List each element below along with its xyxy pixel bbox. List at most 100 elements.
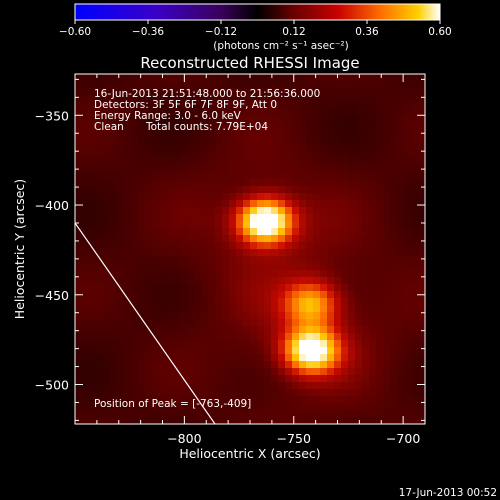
heatmap-cell [369,277,377,285]
heatmap-cell [327,403,335,411]
heatmap-cell [250,347,258,355]
heatmap-cell [173,319,181,327]
heatmap-cell [278,249,286,257]
heatmap-cell [75,151,83,159]
heatmap-cell [257,382,265,390]
heatmap-cell [201,277,209,285]
heatmap-cell [131,256,139,264]
heatmap-cell [292,333,300,341]
heatmap-cell [215,109,223,117]
heatmap-cell [124,235,132,243]
heatmap-cell [383,284,391,292]
heatmap-cell [215,214,223,222]
heatmap-cell [110,81,118,89]
heatmap-cell [334,403,342,411]
heatmap-cell [236,193,244,201]
heatmap-cell [152,235,160,243]
heatmap-cell [82,186,90,194]
heatmap-cell [236,291,244,299]
heatmap-cell [404,417,412,424]
heatmap-cell [320,270,328,278]
heatmap-cell [257,333,265,341]
heatmap-cell [138,144,146,152]
heatmap-cell [145,291,153,299]
heatmap-cell [89,249,97,257]
heatmap-cell [180,410,188,418]
heatmap-cell [397,242,405,250]
heatmap-cell [110,375,118,383]
heatmap-cell [110,396,118,404]
heatmap-cell [362,319,370,327]
heatmap-cell [341,361,349,369]
heatmap-cell [110,270,118,278]
heatmap-cell [180,277,188,285]
heatmap-cell [418,340,425,348]
heatmap-cell [243,319,251,327]
heatmap-cell [257,228,265,236]
heatmap-cell [257,193,265,201]
heatmap-cell [222,130,230,138]
heatmap-cell [383,207,391,215]
heatmap-cell [229,235,237,243]
heatmap-cell [180,193,188,201]
heatmap-cell [313,242,321,250]
heatmap-cell [229,368,237,376]
heatmap-cell [124,291,132,299]
heatmap-cell [306,305,314,313]
heatmap-cell [404,158,412,166]
heatmap-cell [236,186,244,194]
heatmap-cell [131,284,139,292]
heatmap-cell [411,207,419,215]
heatmap-cell [110,95,118,103]
heatmap-cell [362,123,370,131]
heatmap-cell [166,228,174,236]
heatmap-cell [376,312,384,320]
heatmap-cell [75,109,83,117]
heatmap-cell [306,403,314,411]
heatmap-cell [215,256,223,264]
heatmap-cell [376,277,384,285]
heatmap-cell [376,326,384,334]
heatmap-cell [138,130,146,138]
heatmap-cell [82,172,90,180]
heatmap-cell [82,396,90,404]
heatmap-cell [362,130,370,138]
heatmap-cell [264,319,272,327]
heatmap-cell [173,172,181,180]
heatmap-cell [138,340,146,348]
heatmap-cell [271,172,279,180]
heatmap-cell [145,102,153,110]
heatmap-cell [411,109,419,117]
heatmap-cell [404,74,412,82]
heatmap-cell [411,368,419,376]
heatmap-cell [152,319,160,327]
heatmap-cell [180,151,188,159]
heatmap-cell [264,242,272,250]
heatmap-cell [250,158,258,166]
heatmap-cell [348,123,356,131]
heatmap-cell [117,389,125,397]
heatmap-cell [208,396,216,404]
heatmap-cell [159,375,167,383]
heatmap-cell [390,333,398,341]
heatmap-cell [194,333,202,341]
heatmap-cell [341,109,349,117]
heatmap-cell [383,235,391,243]
heatmap-cell [362,263,370,271]
heatmap-cell [264,270,272,278]
heatmap-cell [320,95,328,103]
heatmap-cell [278,144,286,152]
heatmap-cell [243,375,251,383]
heatmap-cell [75,347,83,355]
heatmap-cell [362,242,370,250]
heatmap-cell [327,116,335,124]
heatmap-cell [376,123,384,131]
heatmap-cell [222,403,230,411]
heatmap-cell [96,319,104,327]
heatmap-cell [411,172,419,180]
heatmap-cell [397,235,405,243]
heatmap-cell [180,179,188,187]
heatmap-cell [201,403,209,411]
heatmap-cell [222,326,230,334]
heatmap-cell [138,165,146,173]
